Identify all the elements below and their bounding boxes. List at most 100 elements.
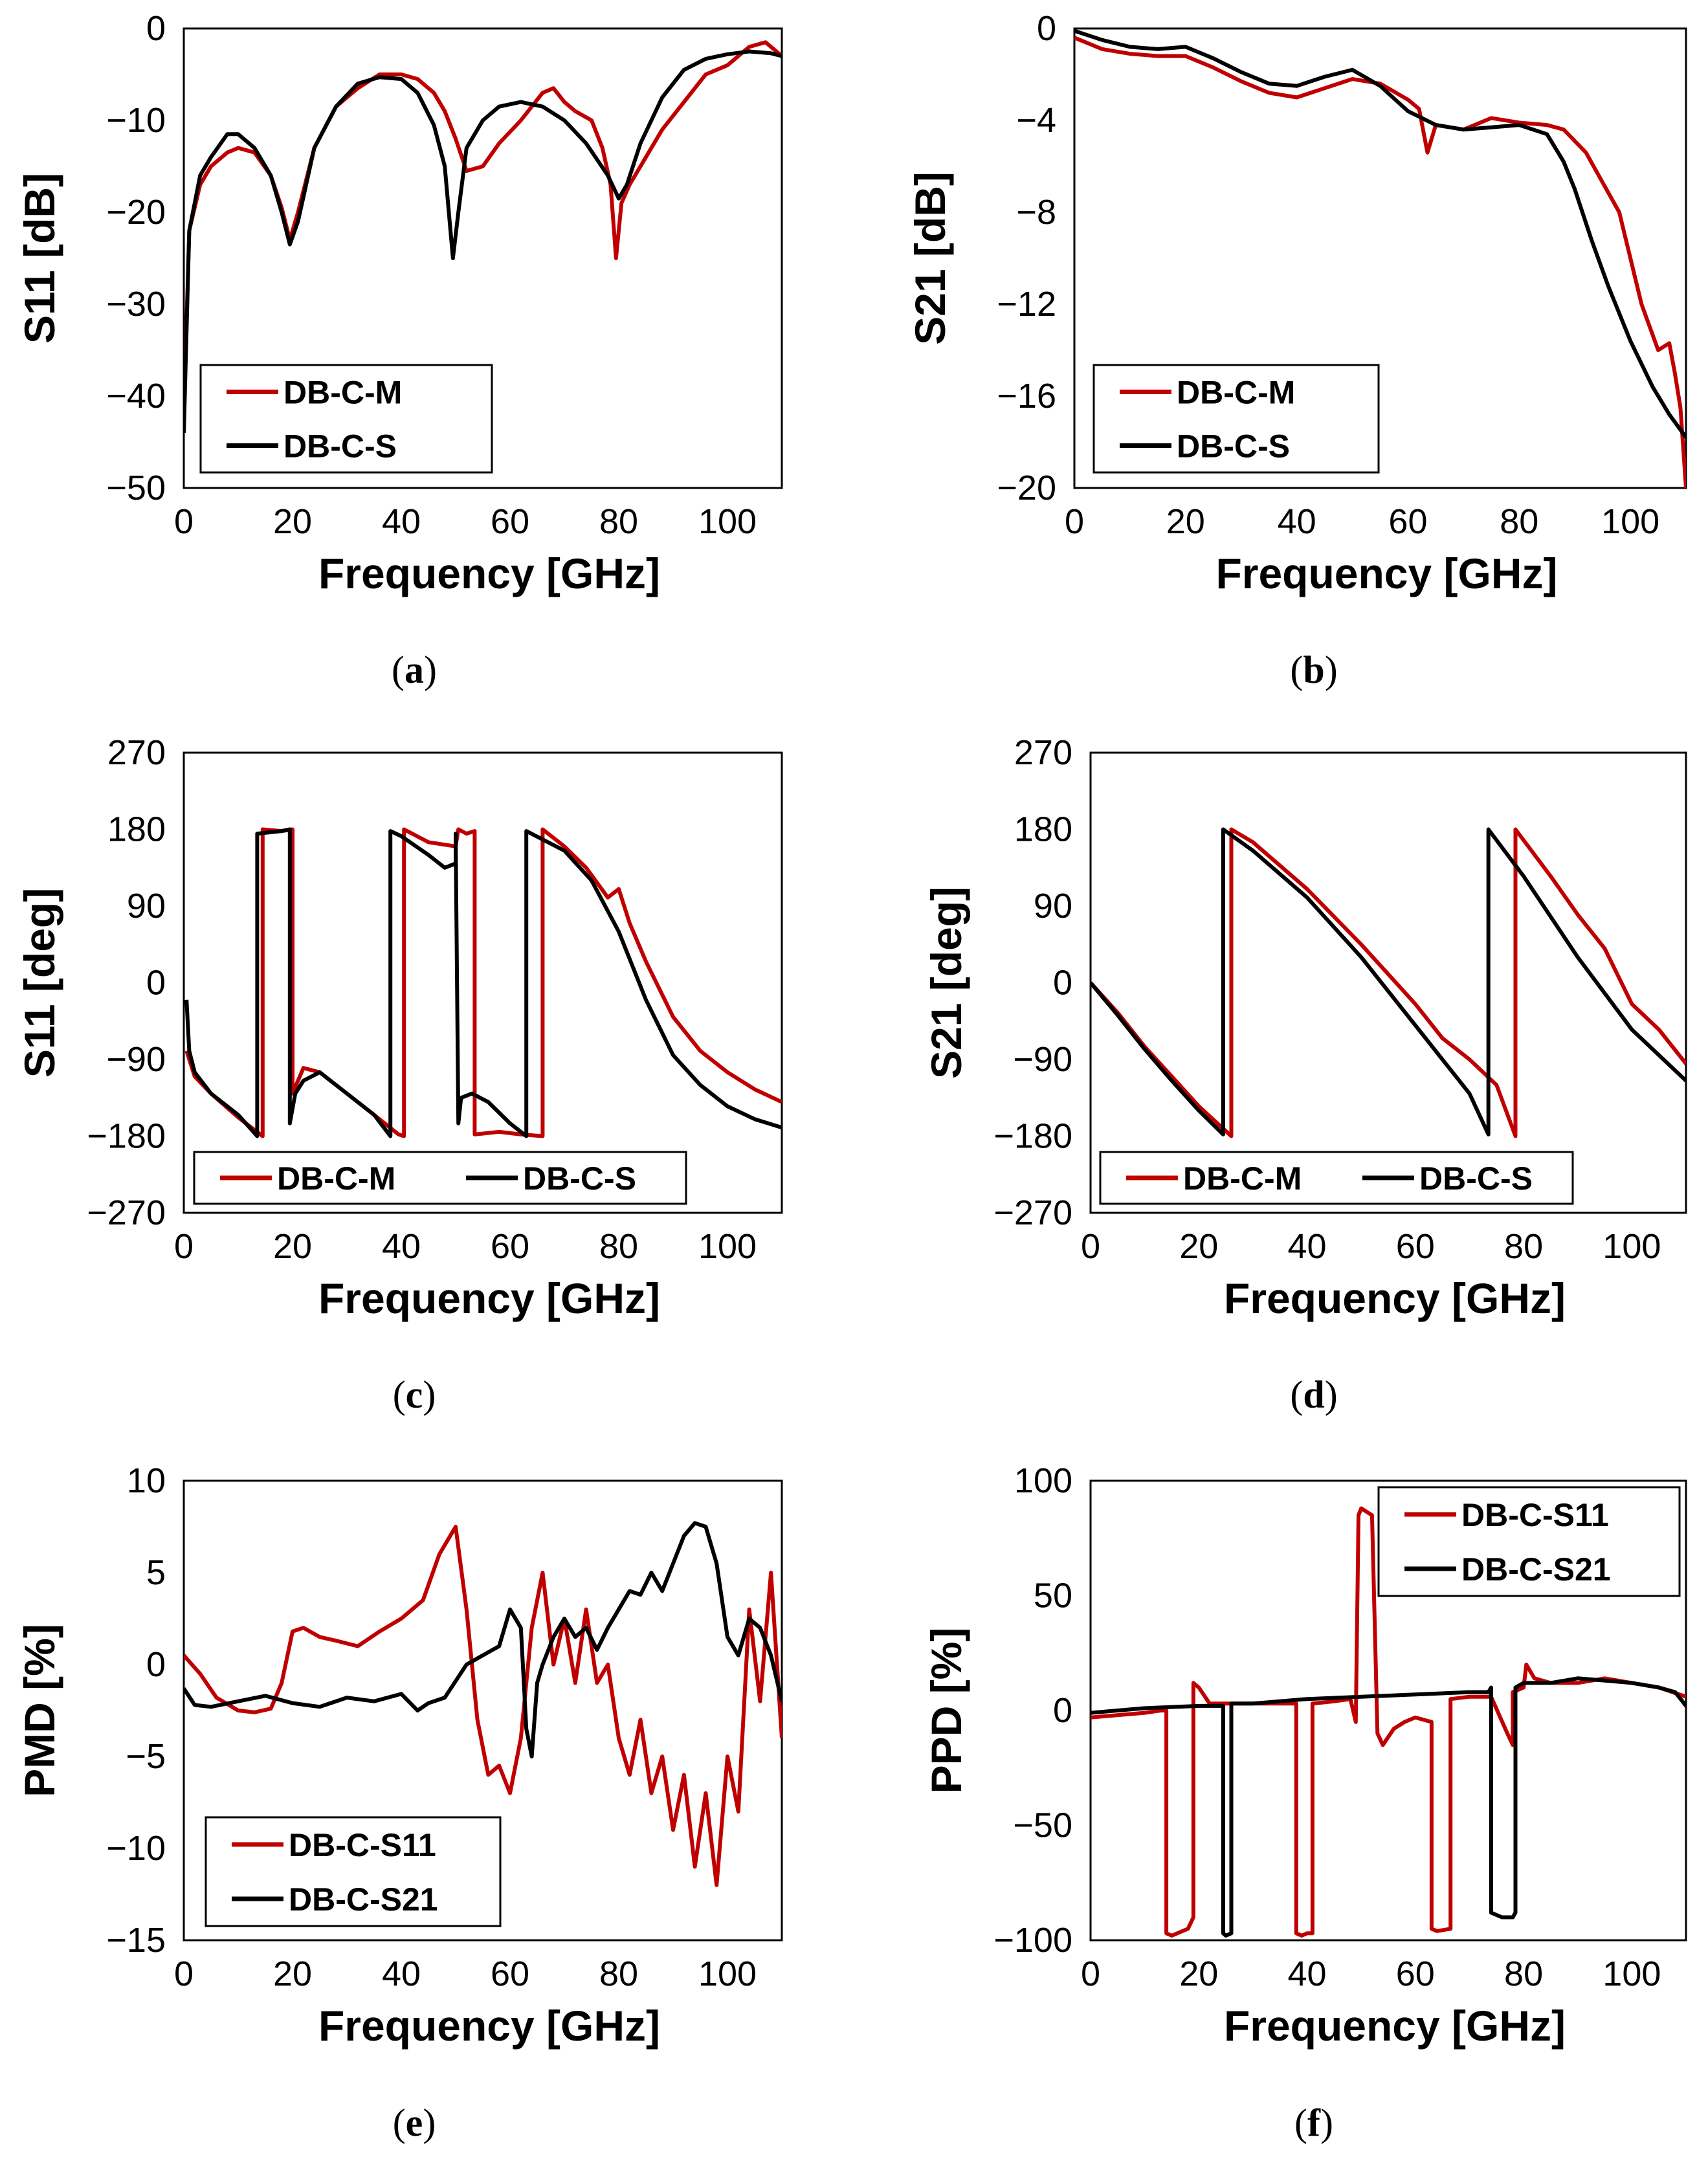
y-tick-label: −4	[1016, 101, 1056, 140]
legend: DB-C-M DB-C-S	[1099, 1151, 1574, 1205]
panel-caption-letter: f	[1307, 2101, 1321, 2144]
y-tick-label: 0	[1053, 964, 1072, 1002]
chart-panel-a: 0 20 40 60 80 100 0 −10 −20 −30 −40 −50 Frequency [G…	[16, 9, 783, 691]
plot-area-frame	[183, 751, 783, 1214]
x-tick-label: 80	[599, 502, 638, 541]
y-tick-label: 180	[1014, 810, 1072, 849]
y-tick-label: 5	[146, 1553, 166, 1592]
legend-box	[199, 364, 493, 474]
y-tick-label: 50	[1034, 1577, 1072, 1615]
legend-box	[1377, 1486, 1681, 1597]
x-tick-label: 100	[698, 1227, 757, 1266]
x-tick-label: 0	[174, 1954, 194, 1993]
x-tick-label: 20	[273, 1954, 312, 1993]
y-tick-label: −20	[997, 469, 1056, 507]
panel-caption-letter: a	[405, 648, 424, 691]
x-tick-label: 100	[698, 1954, 757, 1993]
series-line-db-c-s21	[184, 1521, 782, 1758]
y-tick-label: −50	[106, 469, 166, 507]
series-line-db-c-s	[184, 49, 782, 433]
x-tick-label: 60	[1388, 502, 1427, 541]
x-tick-label: 40	[1288, 1954, 1327, 1993]
series-line-db-c-s	[1074, 28, 1686, 439]
y-tick-label: −90	[106, 1040, 166, 1079]
y-tick-label: −5	[126, 1737, 166, 1776]
legend-box	[205, 1816, 502, 1927]
legend: DB-C-S11 DB-C-S21	[205, 1816, 502, 1927]
x-tick-label: 100	[1603, 1954, 1661, 1993]
x-tick-label: 60	[1396, 1227, 1435, 1266]
x-tick-label: 0	[1081, 1227, 1100, 1266]
x-axis-label: Frequency [GHz]	[1224, 2002, 1566, 2050]
y-tick-label: −180	[87, 1117, 166, 1156]
plot-area-frame	[1089, 751, 1687, 1214]
legend-label: DB-C-S21	[1461, 1551, 1611, 1588]
y-axis-label: S11 [deg]	[16, 888, 63, 1078]
y-tick-label: −10	[106, 101, 166, 140]
y-tick-label: −180	[993, 1117, 1072, 1156]
panel-caption: (a)	[392, 648, 437, 691]
y-tick-label: −8	[1016, 193, 1056, 232]
y-tick-label: 10	[127, 1461, 166, 1500]
x-tick-label: 60	[1396, 1954, 1435, 1993]
x-tick-label: 60	[491, 1954, 529, 1993]
x-tick-label: 80	[1504, 1954, 1543, 1993]
y-tick-label: −12	[997, 285, 1056, 324]
x-axis-label: Frequency [GHz]	[1224, 1274, 1566, 1322]
x-tick-label: 20	[273, 502, 312, 541]
series-line-db-c-s11	[184, 1525, 782, 1887]
legend-label: DB-C-M	[283, 375, 402, 411]
legend: DB-C-M DB-C-S	[193, 1151, 687, 1205]
panel-caption-letter: b	[1303, 648, 1324, 691]
series-line-db-c-m	[1091, 827, 1686, 1138]
legend-label: DB-C-S11	[1461, 1497, 1609, 1533]
y-axis-label: S21 [dB]	[906, 172, 954, 345]
y-tick-label: −100	[993, 1921, 1072, 1960]
x-tick-label: 80	[599, 1954, 638, 1993]
x-tick-label: 40	[1278, 502, 1316, 541]
x-axis-label: Frequency [GHz]	[318, 2002, 660, 2050]
x-tick-label: 60	[491, 1227, 529, 1266]
series-line-db-c-s21	[1091, 1676, 1686, 1938]
y-tick-label: −90	[1013, 1040, 1072, 1079]
y-tick-label: 0	[1037, 9, 1056, 48]
y-tick-label: 90	[127, 887, 166, 925]
y-tick-label: 180	[107, 810, 166, 849]
panel-caption-letter: c	[406, 1373, 423, 1416]
x-tick-label: 0	[1081, 1954, 1100, 1993]
legend-label: DB-C-M	[1177, 375, 1295, 411]
x-tick-label: 20	[1179, 1227, 1218, 1266]
chart-panel-f: 0 20 40 60 80 100 100 50 0 −50 −100 Frequency [GHz]…	[922, 1461, 1687, 2144]
y-tick-label: 270	[1014, 733, 1072, 772]
x-tick-label: 0	[1065, 502, 1084, 541]
panel-caption: (c)	[393, 1373, 436, 1416]
y-tick-label: −10	[106, 1829, 166, 1868]
x-tick-label: 80	[1504, 1227, 1543, 1266]
y-tick-label: 270	[107, 733, 166, 772]
y-axis-label: PMD [%]	[16, 1624, 63, 1797]
y-tick-label: 0	[1053, 1691, 1072, 1730]
x-tick-label: 40	[382, 1227, 421, 1266]
chart-panel-b: 0 20 40 60 80 100 0 −4 −8 −12 −16 −20 Frequency [GHz…	[906, 9, 1687, 691]
y-tick-label: 0	[146, 964, 166, 1002]
x-tick-label: 100	[1603, 1227, 1661, 1266]
x-axis-label: Frequency [GHz]	[1215, 549, 1557, 597]
legend-box	[1092, 364, 1380, 474]
legend-box	[1099, 1151, 1574, 1205]
legend-box	[193, 1151, 687, 1205]
legend-label: DB-C-S	[1419, 1160, 1533, 1197]
y-tick-label: −16	[997, 377, 1056, 415]
x-axis-label: Frequency [GHz]	[318, 1274, 660, 1322]
x-tick-label: 60	[491, 502, 529, 541]
panel-caption-letter: e	[406, 2101, 423, 2144]
y-tick-label: −40	[106, 377, 166, 415]
legend: DB-C-M DB-C-S	[199, 364, 493, 474]
y-tick-label: −270	[87, 1193, 166, 1232]
x-tick-label: 0	[174, 1227, 194, 1266]
series-line-db-c-s	[1091, 827, 1686, 1136]
x-tick-label: 80	[599, 1227, 638, 1266]
legend-label: DB-C-M	[277, 1160, 395, 1197]
panel-caption: (f)	[1294, 2101, 1333, 2144]
y-axis-label: S21 [deg]	[922, 887, 970, 1079]
